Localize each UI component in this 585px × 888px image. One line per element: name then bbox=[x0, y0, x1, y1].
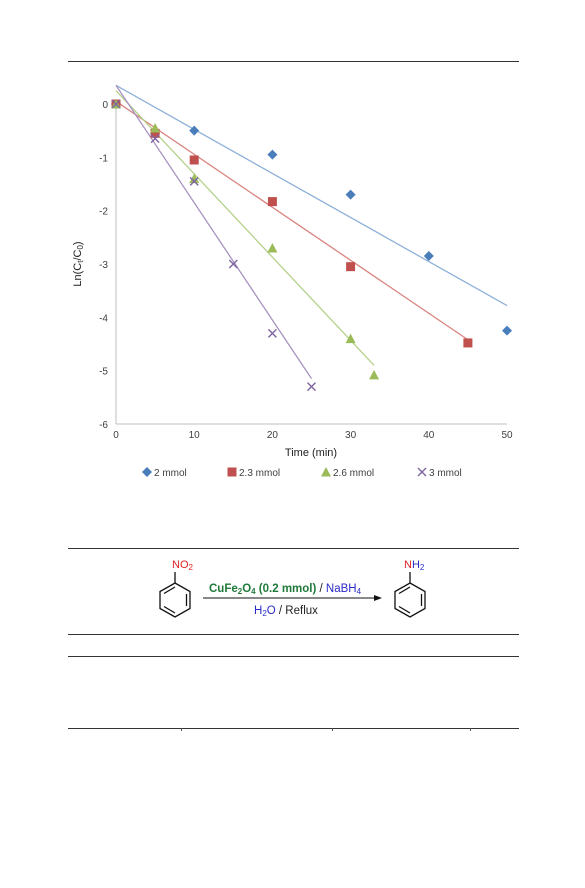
y-tick-label: -3 bbox=[99, 260, 108, 271]
x-tick-label: 0 bbox=[113, 430, 119, 441]
data-points bbox=[111, 99, 512, 392]
legend-marker bbox=[142, 467, 152, 477]
data-point bbox=[423, 251, 434, 261]
data-point bbox=[345, 333, 356, 344]
legend-label: 2.6 mmol bbox=[333, 468, 374, 479]
legend-label: 2.3 mmol bbox=[239, 468, 280, 479]
aniline-structure bbox=[394, 572, 426, 618]
y-tick-label: -6 bbox=[99, 420, 108, 431]
y-tick-labels: 0 -1 -2 -3 -4 -5 -6 bbox=[99, 100, 108, 431]
x-tick-label: 20 bbox=[267, 430, 279, 441]
data-point bbox=[189, 176, 199, 186]
legend-marker bbox=[227, 467, 237, 477]
arrow-head bbox=[374, 595, 382, 601]
fit-line bbox=[115, 84, 313, 380]
y-axis-title: Ln(Ct/C0) bbox=[72, 241, 85, 286]
x-tick-label: 40 bbox=[423, 430, 435, 441]
column-tick-1 bbox=[181, 728, 182, 731]
data-point bbox=[228, 259, 238, 269]
nitrobenzene-structure bbox=[159, 572, 191, 618]
fit-line bbox=[115, 84, 508, 307]
legend-label: 2 mmol bbox=[154, 468, 187, 479]
x-tick-labels: 0 10 20 30 40 50 bbox=[113, 430, 513, 441]
y-tick-label: 0 bbox=[102, 100, 108, 111]
top-rule bbox=[68, 61, 519, 62]
data-point bbox=[111, 99, 121, 109]
x-axis-title: Time (min) bbox=[285, 447, 337, 459]
data-point bbox=[267, 243, 278, 253]
data-point bbox=[150, 123, 161, 133]
data-point bbox=[502, 325, 512, 336]
table-bottom-rule bbox=[68, 728, 519, 729]
y-tick-label: -2 bbox=[99, 207, 108, 218]
data-point bbox=[267, 197, 277, 207]
data-point bbox=[369, 369, 380, 380]
conditions-line: H2O / Reflux bbox=[254, 605, 318, 618]
legend-marker bbox=[321, 467, 331, 477]
y-tick-label: -4 bbox=[99, 313, 108, 324]
x-tick-label: 50 bbox=[501, 430, 513, 441]
data-point bbox=[267, 149, 278, 160]
table-top-rule bbox=[68, 656, 519, 657]
column-tick-2 bbox=[332, 728, 333, 731]
scheme-top-rule bbox=[68, 548, 519, 549]
data-point bbox=[189, 155, 199, 165]
kinetics-chart: 0 -1 -2 -3 -4 -5 -6 0 10 20 30 40 50 Time (min) Ln(… bbox=[72, 84, 513, 479]
y-tick-label: -1 bbox=[99, 153, 108, 164]
chart-legend: 2 mmol 2.3 mmol 2.6 mmol 3 mmol bbox=[142, 467, 462, 479]
legend-label: 3 mmol bbox=[429, 468, 462, 479]
legend-marker bbox=[417, 467, 427, 477]
data-point bbox=[346, 262, 356, 272]
catalyst-line: CuFe2O4 (0.2 mmol) / NaBH4 bbox=[209, 583, 362, 596]
nitro-group-label: NO2 bbox=[172, 559, 194, 572]
data-point bbox=[463, 338, 473, 348]
data-point bbox=[189, 125, 200, 136]
x-tick-label: 30 bbox=[345, 430, 357, 441]
column-tick-3 bbox=[470, 728, 471, 731]
fit-line bbox=[115, 100, 469, 341]
data-point bbox=[345, 189, 356, 200]
scheme-bottom-rule bbox=[68, 634, 519, 635]
data-point bbox=[189, 173, 200, 184]
data-point bbox=[307, 382, 316, 392]
data-point bbox=[150, 128, 160, 138]
x-tick-label: 10 bbox=[189, 430, 201, 441]
y-tick-label: -5 bbox=[99, 367, 108, 378]
chart-axes bbox=[115, 104, 507, 425]
data-point bbox=[267, 328, 277, 338]
data-point bbox=[150, 134, 160, 144]
amine-group-label: NH2 bbox=[404, 559, 425, 572]
